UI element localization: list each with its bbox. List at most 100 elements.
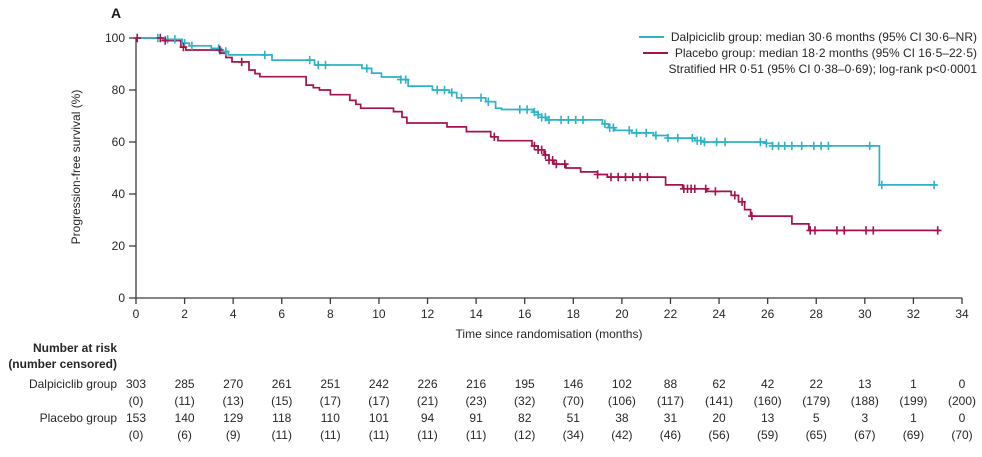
risk-row-label-placebo: Placebo group [39,411,117,425]
censored-count: (0) [128,394,144,408]
censored-count: (106) [607,394,636,408]
censored-count: (179) [802,394,831,408]
censored-count: (23) [465,394,487,408]
x-tick-label: 32 [907,307,921,321]
x-tick-label: 18 [567,307,581,321]
at-risk-count: 0 [958,377,966,391]
at-risk-count: 31 [663,411,678,425]
at-risk-count: 38 [615,411,629,425]
y-axis-title: Progression-free survival (%) [69,89,83,245]
censored-count: (32) [514,394,536,408]
x-tick-label: 24 [712,307,726,321]
censored-count: (160) [753,394,782,408]
censored-count: (0) [128,428,144,442]
x-tick-label: 20 [615,307,629,321]
censored-count: (117) [656,394,685,408]
dalpiciclib-legend-label: Dalpiciclib group: median 30·6 months (9… [670,30,977,44]
at-risk-count: 91 [469,411,483,425]
censored-count: (11) [368,428,390,442]
at-risk-count: 261 [271,377,292,391]
censored-count: (13) [222,394,244,408]
censored-count: (67) [854,428,876,442]
at-risk-count: 101 [368,411,389,425]
censored-count: (11) [271,428,292,442]
censored-count: (6) [177,428,192,442]
at-risk-count: 146 [563,377,584,391]
censored-count: (70) [951,428,973,442]
censored-count: (11) [465,428,487,442]
at-risk-count: 82 [518,411,532,425]
legend-item-dalpiciclib: Dalpiciclib group: median 30·6 months (9… [638,29,977,45]
censored-count: (56) [708,428,730,442]
censored-count: (17) [319,394,342,408]
x-tick-label: 8 [327,307,334,321]
x-tick-label: 30 [858,307,872,321]
censored-count: (70) [562,394,584,408]
risk-table-title: Number at risk [32,341,117,355]
censored-count: (12) [514,428,536,442]
risk-row-label-dalpiciclib: Dalpiciclib group [28,377,117,391]
at-risk-count: 42 [760,377,775,391]
censored-count: (199) [899,394,928,408]
at-risk-count: 285 [174,377,195,391]
at-risk-count: 242 [368,377,389,391]
censored-count: (188) [850,394,879,408]
placebo-line-swatch [642,52,668,54]
at-risk-count: 153 [125,411,147,425]
censored-count: (42) [611,428,633,442]
x-tick-label: 16 [518,307,532,321]
censored-count: (200) [947,394,976,408]
censored-count: (11) [174,394,195,408]
x-tick-label: 12 [421,307,435,321]
y-tick-label: 0 [118,291,125,305]
at-risk-count: 5 [812,411,820,425]
y-tick-label: 40 [112,187,126,201]
censored-count: (9) [225,428,241,442]
censored-count: (46) [659,428,682,442]
x-tick-label: 28 [810,307,824,321]
at-risk-count: 1 [910,377,917,391]
risk-table-subtitle: (number censored) [8,357,117,371]
at-risk-count: 1 [910,411,917,425]
x-tick-label: 0 [133,307,140,321]
at-risk-count: 251 [320,377,341,391]
stratified-hr-annotation: Stratified HR 0·51 (95% CI 0·38–0·69); l… [668,62,978,76]
y-tick-label: 60 [112,135,126,149]
at-risk-count: 226 [417,377,438,391]
y-tick-label: 20 [112,239,126,253]
x-tick-label: 2 [181,307,188,321]
y-tick-label: 100 [105,31,125,45]
legend-item-placebo: Placebo group: median 18·2 months (95% C… [639,45,977,61]
censored-count: (141) [705,394,734,408]
panel-label: A [111,5,122,21]
y-tick-label: 80 [112,83,126,97]
at-risk-count: 216 [466,377,487,391]
at-risk-count: 303 [125,377,147,391]
at-risk-count: 102 [611,377,632,391]
at-risk-count: 3 [861,411,869,425]
at-risk-count: 94 [420,411,435,425]
at-risk-count: 129 [223,411,244,425]
at-risk-count: 195 [514,377,535,391]
at-risk-count: 13 [858,377,872,391]
at-risk-count: 13 [760,411,775,425]
censored-count: (34) [562,428,584,442]
x-tick-label: 34 [955,307,969,321]
censored-count: (15) [271,394,293,408]
at-risk-count: 22 [809,377,823,391]
censored-count: (11) [320,428,341,442]
censored-count: (21) [416,394,439,408]
at-risk-count: 62 [712,377,726,391]
censored-count: (59) [756,428,779,442]
x-tick-label: 14 [469,307,483,321]
censored-count: (69) [902,428,925,442]
placebo-censor-marks [133,33,942,235]
at-risk-count: 118 [272,411,292,425]
dalpiciclib-line-swatch [638,36,664,38]
at-risk-count: 20 [712,411,726,425]
at-risk-count: 88 [663,377,678,391]
at-risk-count: 110 [320,411,340,425]
at-risk-count: 270 [223,377,244,391]
legend: Dalpiciclib group: median 30·6 months (9… [638,29,978,77]
